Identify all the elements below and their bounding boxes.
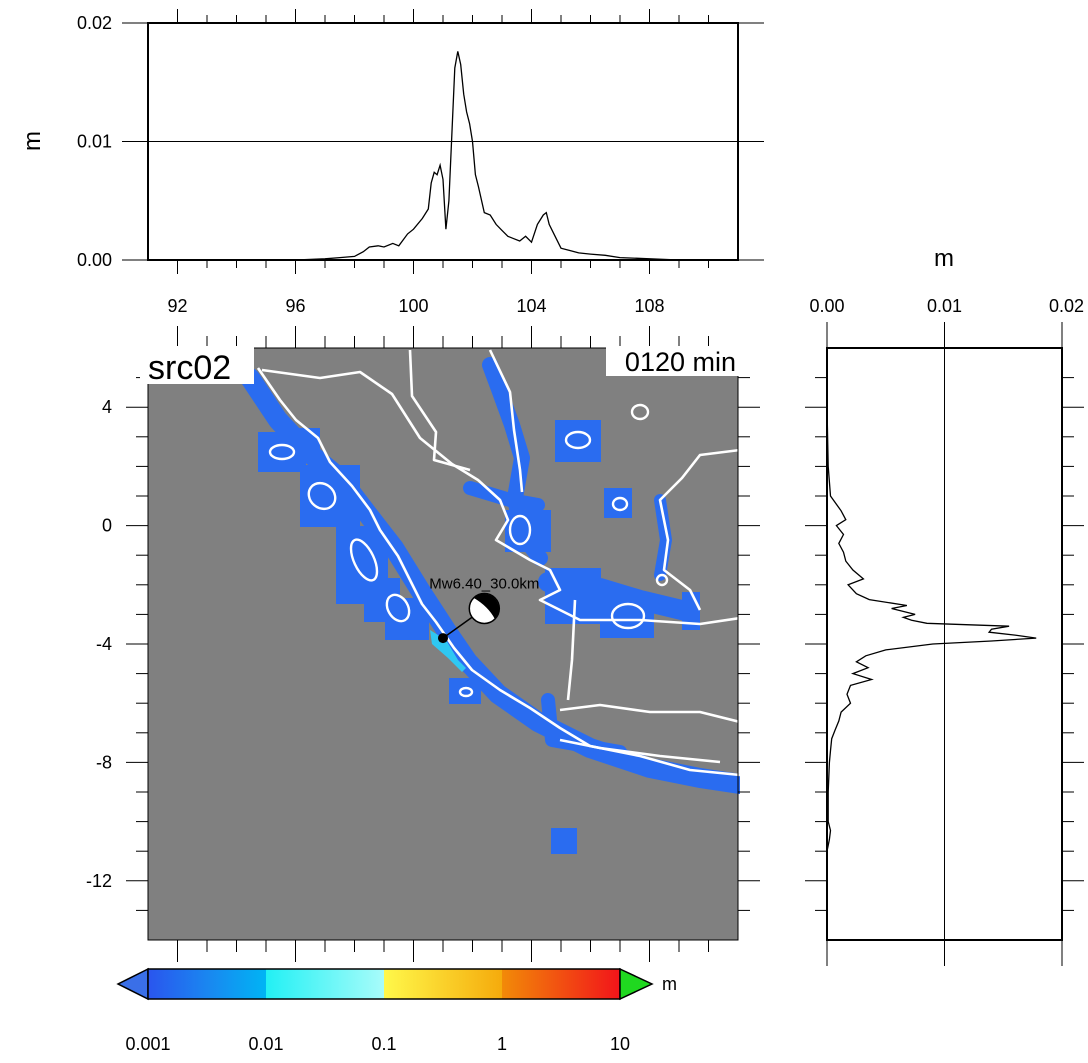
colorbar-segment-4	[502, 969, 620, 999]
colorbar-tick-label: 0.1	[371, 1034, 396, 1054]
coastlines	[256, 349, 740, 777]
top-x-tick-label: 108	[634, 296, 664, 316]
side-x-tick-label: 0.01	[927, 296, 962, 316]
province-border	[566, 599, 577, 701]
strait-wave-band-2	[463, 481, 545, 512]
top-x-tick-label: 104	[516, 296, 546, 316]
focal-mechanism-icon	[468, 592, 501, 625]
island-outlines	[268, 403, 669, 698]
sumatra-east-coast	[261, 368, 740, 626]
side-profile-panel: 0.00 0.01 0.02 m	[805, 245, 1084, 966]
top-y-tick-label: 0.02	[77, 13, 112, 33]
map-y-tick-label: 4	[102, 397, 112, 417]
colorbar-over-triangle	[619, 967, 654, 1001]
colorbar-unit: m	[662, 974, 677, 994]
side-panel-ticks: 0.00 0.01 0.02	[805, 296, 1084, 966]
island-wave-patches	[258, 420, 700, 854]
map-y-tick-label: -8	[96, 752, 112, 772]
top-x-tick-label: 96	[285, 296, 305, 316]
colorbar-tick-label: 10	[610, 1034, 630, 1054]
side-x-tick-label: 0.00	[809, 296, 844, 316]
map-y-tick-label: -4	[96, 634, 112, 654]
top-x-tick-label: 92	[167, 296, 187, 316]
colorbar: m 0.001 0.01 0.1 1 10	[116, 967, 677, 1054]
map-content	[240, 349, 740, 854]
epicenter-marker	[438, 633, 448, 644]
sumatra-west-coast	[256, 367, 740, 777]
panel-label: src02	[148, 349, 231, 387]
map-y-tick-label: 0	[102, 516, 112, 536]
java-coast	[559, 703, 740, 724]
colorbar-under-triangle	[116, 967, 149, 1001]
time-label: 0120 min	[625, 347, 736, 377]
java-north-coast	[559, 738, 721, 764]
map-y-tick-label: -12	[86, 871, 112, 891]
top-y-tick-label: 0.01	[77, 132, 112, 152]
colorbar-tick-label: 0.01	[248, 1034, 283, 1054]
colorbar-tick-label: 0.001	[125, 1034, 170, 1054]
source-label: Mw6.40_30.0km	[429, 575, 539, 592]
map-latitude-labels: 4 0 -4 -8 -12	[86, 397, 112, 891]
top-y-tick-label: 0.00	[77, 250, 112, 270]
top-profile-panel: 92 96 100 104 108 0.00 0.01 0.02 m	[19, 9, 764, 316]
peninsula-east-coast	[488, 349, 524, 493]
side-x-axis-label: m	[934, 245, 954, 272]
top-y-axis-label: m	[19, 131, 46, 151]
map-panel: 4 0 -4 -8 -12 src02 0120 min Mw6.40_30.0km	[86, 326, 760, 962]
colorbar-tick-label: 1	[497, 1034, 507, 1054]
top-profile-line	[266, 51, 738, 261]
colorbar-segment-2	[266, 969, 384, 999]
side-x-tick-label: 0.02	[1049, 296, 1084, 316]
top-panel-ticks: 92 96 100 104 108 0.00 0.01 0.02	[77, 9, 764, 316]
coastal-wave-band	[240, 368, 740, 794]
panel-label-box	[140, 346, 254, 384]
side-profile-line	[826, 348, 1037, 940]
colorbar-segment-1	[148, 969, 266, 999]
time-label-box	[606, 346, 740, 376]
top-x-tick-label: 100	[398, 296, 428, 316]
colorbar-segment-3	[384, 969, 502, 999]
peninsula-west-coast	[408, 349, 471, 472]
borneo-coast	[658, 448, 740, 611]
colorbar-labels: 0.001 0.01 0.1 1 10	[125, 1034, 630, 1054]
